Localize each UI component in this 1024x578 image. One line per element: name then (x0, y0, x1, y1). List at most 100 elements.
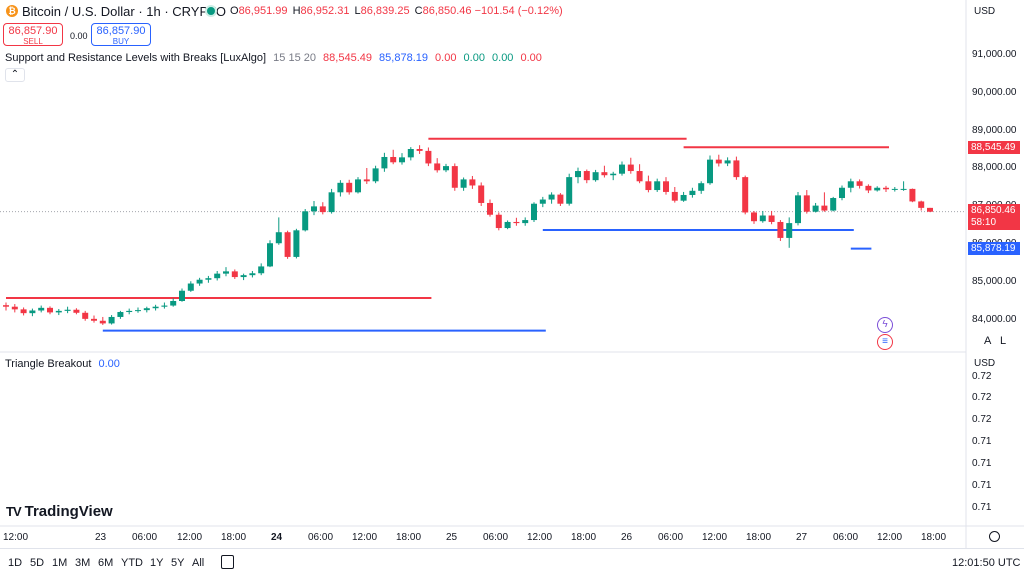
utc-clock[interactable]: 12:01:50 UTC (952, 557, 1021, 569)
candle-body (821, 205, 828, 211)
candle-body (583, 171, 590, 181)
candle-body (680, 194, 687, 201)
log-scale-button[interactable]: L (1000, 335, 1007, 347)
price-chart[interactable] (0, 0, 1024, 548)
auto-scale-button[interactable]: A (984, 335, 992, 347)
candle-body (927, 207, 933, 212)
lower-pane-currency[interactable]: USD (974, 358, 996, 369)
range-button-5y[interactable]: 5Y (171, 557, 185, 569)
range-button-all[interactable]: All (192, 557, 205, 569)
chevron-up-icon[interactable]: ⌃ (5, 68, 25, 82)
range-button-6m[interactable]: 6M (98, 557, 114, 569)
ohlc-high-key: H (292, 5, 301, 17)
candle-body (495, 214, 502, 229)
indicator-value-3: 0.00 (435, 52, 457, 64)
candle-body (372, 168, 379, 182)
price-axis-label: 90,000.00 (972, 87, 1017, 98)
lower-axis-label: 0.71 (972, 502, 992, 513)
candle-body (55, 310, 62, 313)
sell-button[interactable]: 86,857.90 SELL (3, 23, 63, 46)
symbol-title[interactable]: Bitcoin / U.S. Dollar · 1h · CRYPTO (22, 4, 226, 19)
candle-body (284, 232, 291, 257)
candle-body (205, 278, 212, 280)
candle-body (187, 283, 194, 291)
candle-body (531, 203, 537, 221)
candle-body (47, 307, 53, 313)
candle-body (856, 181, 863, 186)
candle-body (504, 221, 511, 229)
candle-body (267, 243, 273, 267)
ohlc-high: 86,952.31 (300, 5, 350, 17)
candle-body (363, 179, 370, 182)
candle-body (698, 183, 705, 191)
candle-body (883, 187, 889, 190)
candle-body (451, 166, 458, 188)
time-axis-label: 12:00 (352, 532, 378, 543)
range-button-5d[interactable]: 5D (30, 557, 45, 569)
spread-value: 0.00 (70, 31, 88, 41)
candle-body (416, 149, 423, 151)
candle-body (724, 160, 731, 164)
candle-body (170, 301, 177, 306)
candle-body (11, 306, 18, 310)
range-button-1d[interactable]: 1D (8, 557, 23, 569)
candle-body (592, 172, 599, 181)
indicator-value-5: 0.00 (492, 52, 514, 64)
candle-body (399, 157, 405, 163)
range-button-1m[interactable]: 1M (52, 557, 68, 569)
time-axis-label: 24 (271, 532, 283, 543)
time-axis-label: 26 (621, 532, 633, 543)
lower-axis-label-cut: 0.72 (972, 371, 992, 380)
candle-body (812, 205, 819, 212)
sell-label: SELL (23, 37, 43, 46)
candle-body (20, 309, 27, 314)
candle-body (126, 310, 133, 313)
candle-body (99, 320, 106, 324)
price-axis-label: 84,000.00 (972, 314, 1017, 325)
currency-selector[interactable]: USD (974, 6, 996, 17)
indicator-legend-sr[interactable]: Support and Resistance Levels with Break… (5, 52, 542, 64)
candle-body (610, 173, 617, 176)
range-button-3m[interactable]: 3M (75, 557, 91, 569)
symbol-header: ₿ Bitcoin / U.S. Dollar · 1h · CRYPTO O8… (0, 0, 1024, 22)
flash-icon[interactable]: ϟ (877, 317, 893, 333)
candle-body (355, 179, 361, 193)
candle-body (522, 220, 529, 224)
candle-body (733, 160, 740, 178)
candle-body (891, 188, 898, 190)
buy-button[interactable]: 86,857.90 BUY (91, 23, 151, 46)
candle-body (249, 273, 256, 276)
ohlc-change: −101.54 (−0.12%) (474, 5, 563, 17)
resistance-price-tag: 88,545.49 (968, 141, 1020, 154)
time-axis-label: 18:00 (921, 532, 947, 543)
candle-body (460, 179, 467, 188)
candle-body (179, 290, 185, 301)
calendar-icon[interactable] (221, 555, 234, 569)
candle-body (293, 230, 300, 257)
ohlc-close: 86,850.46 (422, 5, 472, 17)
buy-label: BUY (112, 37, 130, 46)
candle-body (425, 150, 432, 164)
indicator-value-resistance: 88,545.49 (323, 52, 372, 64)
tradingview-logo[interactable]: TV TradingView (6, 503, 113, 520)
time-axis-label: 12:00 (527, 532, 553, 543)
candle-body (751, 212, 757, 222)
indicator-legend-triangle[interactable]: Triangle Breakout 0.00 (5, 358, 120, 370)
candle-body (627, 164, 634, 172)
candle-body (407, 149, 414, 158)
candle-body (443, 166, 449, 171)
candle-body (918, 201, 925, 208)
range-button-1y[interactable]: 1Y (150, 557, 164, 569)
settings-icon[interactable] (989, 531, 1000, 542)
candle-body (715, 159, 722, 164)
candle-body (275, 232, 282, 244)
market-status-icon[interactable] (207, 7, 215, 15)
candle-body (707, 159, 713, 184)
candle-body (311, 206, 317, 212)
support-price-tag: 85,878.19 (968, 242, 1020, 255)
candle-body (469, 179, 476, 186)
candle-body (619, 164, 625, 174)
us-flag-icon[interactable]: ≡ (877, 334, 893, 350)
range-button-ytd[interactable]: YTD (121, 557, 143, 569)
candle-body (671, 191, 678, 201)
